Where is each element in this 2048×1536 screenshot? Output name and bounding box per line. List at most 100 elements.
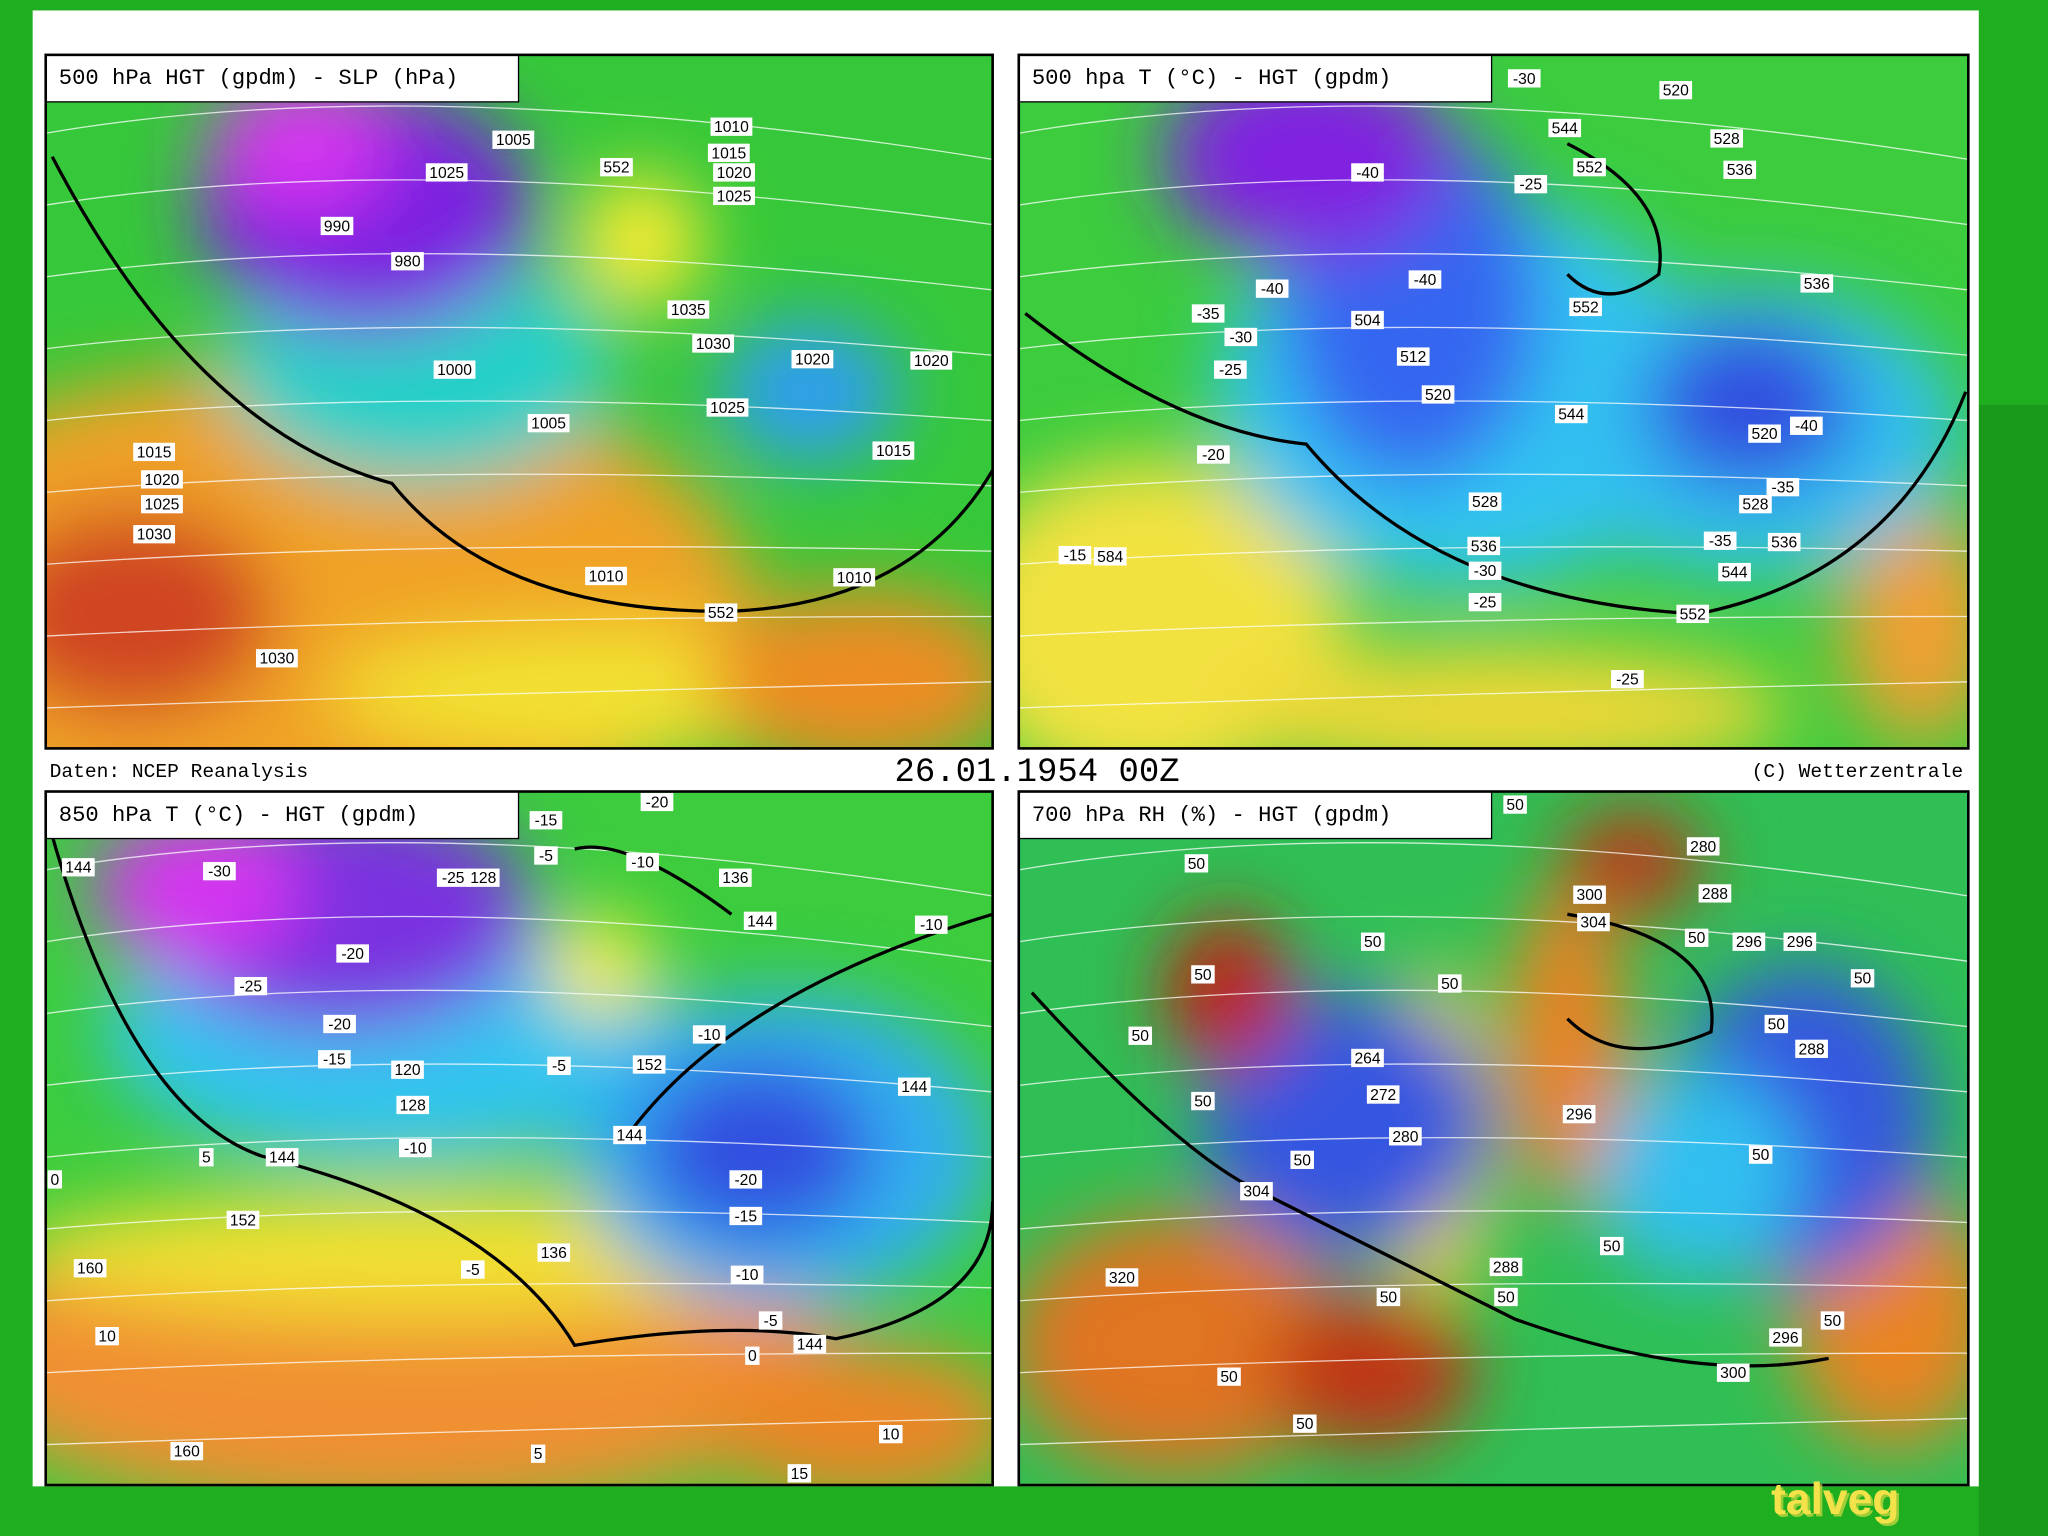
label-box — [1396, 347, 1430, 366]
label-box — [133, 442, 176, 462]
label-box — [626, 852, 659, 872]
label-box — [632, 1055, 666, 1074]
label-box — [234, 976, 268, 996]
label-box — [719, 868, 752, 887]
label-box — [1468, 492, 1502, 511]
label-box — [1351, 310, 1384, 330]
copyright: (C) Wetterzentrale — [1752, 761, 1963, 783]
contour — [1018, 546, 1969, 565]
label-box — [1611, 670, 1644, 689]
label-box — [391, 1060, 424, 1079]
contour-label: -25 — [1519, 177, 1542, 194]
label-box — [1676, 604, 1710, 624]
contour — [45, 105, 993, 160]
contour-label: 152 — [636, 1057, 662, 1074]
label-box — [199, 1148, 214, 1167]
color-blob — [1214, 646, 1790, 749]
contour-label: 544 — [1558, 406, 1584, 423]
label-box — [1795, 1039, 1828, 1058]
contour-label: 50 — [1194, 1094, 1212, 1111]
contour-label: 128 — [400, 1097, 426, 1114]
contour-label: 552 — [1573, 299, 1599, 316]
label-box — [1105, 1268, 1139, 1287]
contour-label: 10 — [882, 1427, 900, 1444]
title-box — [1018, 54, 1493, 103]
label-box — [1573, 158, 1606, 177]
contour-label: 300 — [1576, 887, 1602, 904]
label-box — [1408, 270, 1442, 289]
label-box — [73, 1259, 107, 1278]
label-box — [833, 568, 876, 587]
label-box — [729, 1206, 763, 1226]
label-box — [1684, 928, 1709, 947]
contour-label: 552 — [708, 605, 734, 622]
contour-label: 304 — [1580, 915, 1606, 932]
contour-label: -25 — [442, 870, 465, 887]
contour-label: -5 — [539, 848, 553, 865]
contour-label: 552 — [1680, 606, 1706, 623]
color-blob — [1645, 320, 1855, 490]
contour-label: 1010 — [589, 568, 624, 585]
color-blob — [640, 1057, 876, 1241]
contour-label: -30 — [208, 864, 231, 881]
contour-label: 160 — [174, 1444, 200, 1461]
contour-label: 544 — [1552, 120, 1578, 137]
contour-label: -10 — [920, 917, 943, 934]
contour-label: 50 — [1497, 1289, 1515, 1306]
contour-label: 320 — [1109, 1270, 1135, 1287]
contour-label: 5 — [534, 1446, 543, 1463]
color-blob — [91, 809, 301, 967]
contour-label: 160 — [77, 1261, 103, 1278]
label-box — [1214, 360, 1247, 379]
label-box — [226, 1210, 260, 1230]
contour-label: 144 — [65, 860, 91, 877]
contour-label: 120 — [394, 1062, 420, 1079]
contour — [45, 681, 993, 709]
contour-label: 264 — [1354, 1050, 1380, 1067]
panel-title: 700 hPa RH (%) - HGT (gpdm) — [1032, 803, 1392, 828]
contour-label: -30 — [1229, 329, 1252, 346]
label-box — [787, 1464, 812, 1483]
label-box — [758, 1311, 783, 1330]
label-box — [1360, 932, 1385, 951]
panel-title: 850 hPa T (°C) - HGT (gpdm) — [59, 803, 419, 828]
contour-label: -10 — [698, 1027, 721, 1044]
label-box — [320, 216, 354, 236]
label-box — [692, 334, 735, 353]
label-box — [1710, 129, 1744, 148]
contour — [45, 615, 993, 637]
contour-label: -20 — [646, 794, 669, 811]
contour-label: 136 — [722, 870, 748, 887]
contour-label: 1020 — [717, 165, 752, 182]
title-box — [1018, 791, 1493, 840]
color-blob — [577, 173, 703, 310]
label-box — [336, 944, 369, 963]
map-panel: -30 520 544 528 -40 552 536 -25 -40 -40 536 -35 504 5… — [1018, 54, 1969, 749]
label-box — [1290, 1150, 1314, 1169]
contour-label: 280 — [1690, 839, 1716, 856]
label-box — [1820, 1311, 1845, 1330]
contour-label: 1035 — [671, 302, 706, 319]
contour — [1018, 326, 1969, 356]
label-box — [1686, 837, 1720, 856]
contour-label: 504 — [1354, 312, 1380, 329]
contour — [1018, 1352, 1969, 1374]
contour-label: 288 — [1493, 1259, 1519, 1276]
contour-label: -20 — [734, 1172, 757, 1189]
label-box — [1389, 1127, 1422, 1146]
contour-label: 50 — [1296, 1416, 1314, 1433]
contour-label: 50 — [1220, 1369, 1238, 1386]
label-box — [743, 911, 777, 930]
label-box — [1767, 532, 1801, 552]
label-box — [585, 566, 627, 586]
label-box — [1577, 912, 1610, 932]
color-blob — [548, 914, 654, 1019]
caption-shadow: talveg — [1774, 1477, 1902, 1526]
contour-label: 128 — [470, 870, 496, 887]
color-blob — [718, 320, 902, 464]
contour-label: 288 — [1702, 886, 1728, 903]
contour-label: 1030 — [137, 527, 172, 544]
label-box — [667, 300, 710, 319]
contour-label: 552 — [603, 160, 629, 177]
label-box — [256, 649, 298, 668]
